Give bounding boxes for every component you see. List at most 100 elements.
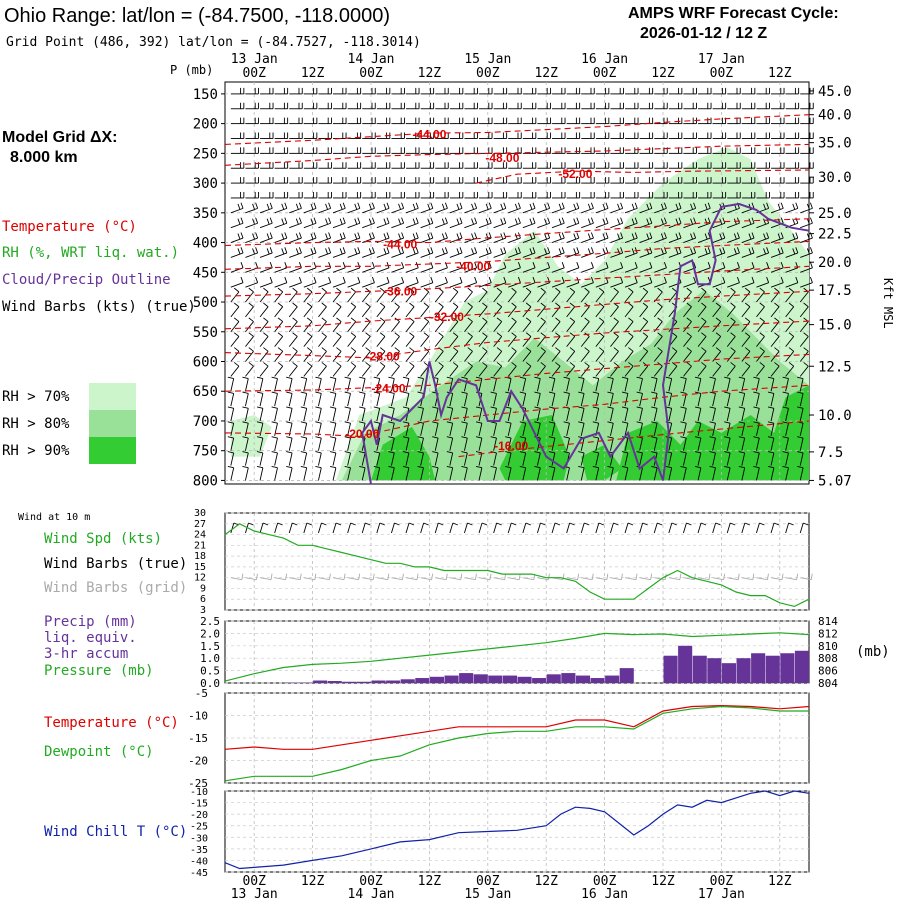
wind-barb (680, 436, 687, 451)
wind-barb (376, 362, 386, 377)
wind-barb (405, 332, 415, 347)
wind-barb (347, 202, 361, 214)
wind-barb (639, 177, 654, 184)
wind-barb (464, 102, 478, 110)
wind-barb (581, 117, 595, 125)
wind-barb (507, 347, 517, 362)
wind-barb (727, 132, 741, 139)
wind-barb (435, 247, 448, 258)
temperature-contour (224, 265, 810, 297)
wind-barb (756, 177, 770, 184)
wind-barb (566, 362, 576, 377)
wind-barb (230, 177, 245, 184)
wind-barb (333, 102, 347, 110)
wind-barb (289, 102, 303, 110)
wind-barb (420, 332, 430, 347)
wind-barb (756, 102, 770, 110)
wind-barb (607, 465, 614, 481)
wind-barb (376, 102, 391, 110)
wind-barb-true (522, 522, 532, 534)
pressure-tick-label: 450 (193, 265, 218, 281)
wind-barb (286, 436, 293, 451)
wind-barb (712, 147, 727, 154)
cloud-outline-path (361, 202, 810, 485)
wind-barb (770, 232, 784, 243)
wind-barb (756, 232, 770, 243)
wind-barb (653, 347, 663, 362)
wind-barb (303, 362, 313, 377)
wind-barb (800, 202, 813, 214)
wind-barb (727, 191, 741, 199)
wind-barb-grid (449, 573, 463, 581)
wind-barb (245, 362, 254, 377)
wind-barb (449, 132, 464, 139)
wind-barb (534, 376, 541, 392)
wind-barb-true (595, 522, 605, 534)
wind-barb (449, 87, 464, 95)
wind-barb (551, 262, 565, 273)
wind-barb (551, 347, 561, 362)
wind-barb (767, 391, 775, 407)
wind-barb (245, 102, 259, 110)
wind-barb (537, 87, 551, 95)
wind-barb (785, 332, 795, 347)
wind-barb (505, 451, 512, 466)
wind-barb (289, 262, 302, 273)
wind-barb (767, 436, 775, 451)
wind-barb (242, 376, 249, 392)
wind-barb (651, 391, 658, 407)
wind-barb (595, 202, 609, 214)
wind-barb (726, 287, 736, 303)
precip-bar (780, 653, 795, 683)
wind-barb (712, 132, 727, 139)
wind-barb (274, 302, 284, 318)
wind-barb (800, 217, 813, 229)
wind-chill-line (224, 790, 810, 870)
wind-barb (563, 376, 570, 392)
wind-barb (580, 362, 590, 377)
wind-barb (388, 421, 395, 436)
wind-barb (767, 376, 775, 392)
wind-barb (333, 162, 347, 169)
wind-barb (432, 451, 439, 466)
wind-barb (300, 436, 308, 451)
pressure-tick-label: 806 (818, 665, 838, 678)
wind-barb (785, 147, 800, 154)
wind-barb (242, 406, 249, 422)
wind-barb (698, 117, 712, 125)
wind-barb (318, 191, 332, 199)
wind-barb (522, 317, 532, 333)
wind-barb (417, 451, 424, 466)
wind-barb (332, 217, 346, 229)
wind-barb-grid (230, 573, 244, 581)
wind-barb (709, 391, 716, 407)
wind-barb (654, 177, 668, 184)
wind-barb-true (712, 522, 721, 534)
wind-barb (724, 451, 731, 466)
wind-barb (566, 287, 576, 303)
wind-barb (522, 247, 536, 258)
wind-barb (800, 117, 814, 125)
wind-barb (724, 391, 731, 407)
wind-barb (230, 232, 244, 243)
wind-barb (522, 302, 532, 318)
wind-barb (475, 421, 483, 436)
wind-barb (271, 436, 278, 451)
wind-barb (581, 247, 594, 258)
wind-barb (610, 177, 624, 184)
rh90-swatch (89, 437, 136, 464)
wind-barb (376, 347, 386, 362)
wind-barb (376, 332, 386, 347)
hour-tick-label: 12Z (768, 874, 792, 889)
wind-barb (289, 147, 303, 154)
wind-barb (289, 117, 303, 125)
wind-barb (315, 451, 322, 466)
wind-barb (610, 262, 624, 273)
pressure-tick-label: 650 (193, 384, 218, 400)
wind-barb (653, 302, 663, 318)
wind-barb (668, 362, 678, 377)
wind-barb (522, 102, 537, 110)
wind-barb (799, 347, 809, 362)
wind-barb (359, 376, 366, 392)
wind-barb (785, 117, 800, 125)
